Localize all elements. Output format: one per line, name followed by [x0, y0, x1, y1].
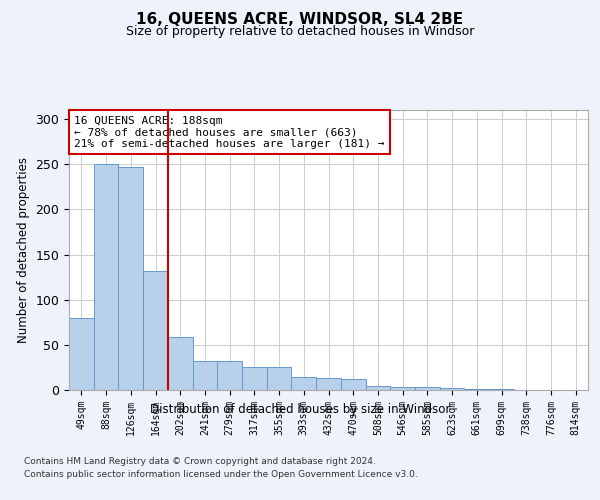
Bar [118, 167, 143, 390]
Bar [341, 379, 365, 390]
Text: Contains HM Land Registry data © Crown copyright and database right 2024.: Contains HM Land Registry data © Crown c… [24, 458, 376, 466]
Bar [292, 378, 316, 390]
Bar [217, 361, 242, 390]
Bar [193, 361, 217, 390]
Bar [415, 388, 440, 390]
Bar [143, 271, 168, 390]
Bar [365, 386, 390, 390]
Bar [242, 368, 267, 390]
Bar [390, 388, 415, 390]
Bar [168, 336, 193, 390]
Text: 16, QUEENS ACRE, WINDSOR, SL4 2BE: 16, QUEENS ACRE, WINDSOR, SL4 2BE [136, 12, 464, 28]
Bar [316, 378, 341, 390]
Text: Distribution of detached houses by size in Windsor: Distribution of detached houses by size … [150, 402, 450, 415]
Bar [94, 164, 118, 390]
Text: Contains public sector information licensed under the Open Government Licence v3: Contains public sector information licen… [24, 470, 418, 479]
Text: Size of property relative to detached houses in Windsor: Size of property relative to detached ho… [126, 25, 474, 38]
Bar [489, 389, 514, 390]
Bar [464, 389, 489, 390]
Text: 16 QUEENS ACRE: 188sqm
← 78% of detached houses are smaller (663)
21% of semi-de: 16 QUEENS ACRE: 188sqm ← 78% of detached… [74, 116, 385, 149]
Bar [267, 368, 292, 390]
Bar [440, 388, 464, 390]
Bar [69, 318, 94, 390]
Y-axis label: Number of detached properties: Number of detached properties [17, 157, 30, 343]
